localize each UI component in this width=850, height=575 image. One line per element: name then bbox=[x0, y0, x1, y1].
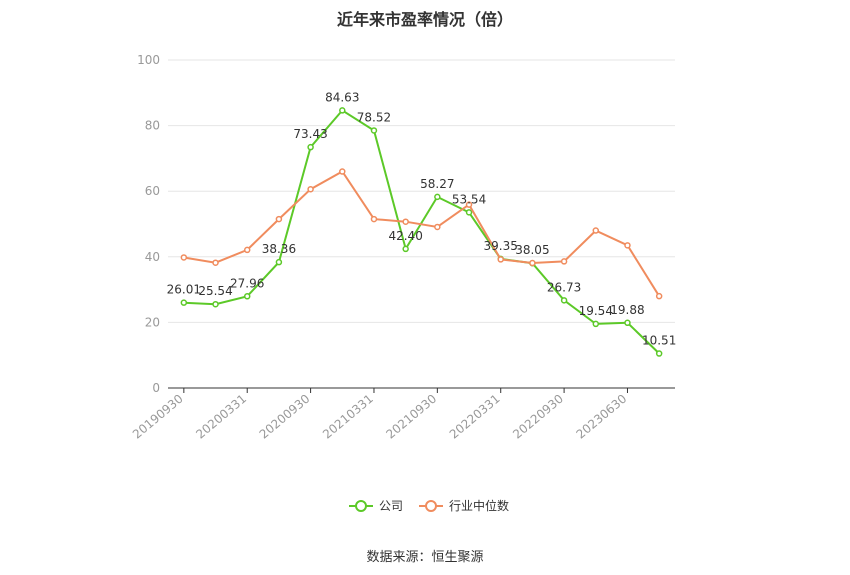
data-point bbox=[339, 168, 346, 175]
x-tick-label: 20210930 bbox=[383, 392, 439, 442]
y-tick-label: 0 bbox=[152, 381, 160, 395]
data-point bbox=[275, 215, 283, 223]
data-label: 42.40 bbox=[388, 229, 422, 243]
series-lines bbox=[180, 107, 663, 357]
data-point bbox=[370, 215, 378, 223]
data-point bbox=[370, 127, 378, 134]
data-label: 84.63 bbox=[325, 90, 359, 104]
legend[interactable]: 公司 行业中位数 bbox=[349, 498, 509, 513]
data-label: 38.05 bbox=[515, 243, 549, 257]
data-label: 26.01 bbox=[167, 283, 201, 297]
data-point bbox=[560, 297, 568, 304]
data-label: 25.54 bbox=[198, 284, 232, 298]
data-point bbox=[434, 193, 441, 201]
y-tick-label: 100 bbox=[137, 53, 160, 67]
data-point bbox=[212, 259, 219, 266]
data-label: 73.43 bbox=[293, 127, 327, 141]
series-line-0 bbox=[183, 109, 660, 355]
y-tick-label: 80 bbox=[145, 119, 160, 133]
data-label: 53.54 bbox=[452, 192, 486, 206]
data-point bbox=[339, 107, 346, 114]
data-label: 27.96 bbox=[230, 276, 264, 290]
data-point bbox=[497, 256, 504, 263]
data-point bbox=[402, 218, 409, 225]
data-label: 19.54 bbox=[579, 304, 613, 318]
y-tick-label: 20 bbox=[145, 315, 160, 329]
data-label: 58.27 bbox=[420, 177, 454, 191]
data-label: 26.73 bbox=[547, 280, 581, 294]
y-tick-label: 40 bbox=[145, 250, 160, 264]
data-point bbox=[243, 246, 251, 254]
legend-label: 公司 bbox=[379, 499, 403, 513]
data-point bbox=[529, 259, 536, 267]
data-point bbox=[307, 143, 314, 151]
data-point bbox=[624, 242, 631, 249]
data-point bbox=[465, 209, 473, 216]
y-tick-label: 60 bbox=[145, 184, 160, 198]
data-point bbox=[592, 320, 600, 328]
data-point bbox=[560, 258, 568, 265]
x-tick-label: 20200930 bbox=[257, 392, 313, 442]
legend-marker bbox=[425, 500, 437, 512]
data-label: 19.88 bbox=[610, 303, 644, 317]
x-tick-label: 20220331 bbox=[447, 392, 503, 442]
data-point bbox=[465, 201, 473, 208]
legend-marker bbox=[355, 500, 367, 512]
data-point bbox=[655, 350, 663, 357]
data-point bbox=[402, 245, 409, 253]
source-note: 数据来源：恒生聚源 bbox=[366, 550, 484, 565]
data-label: 38.36 bbox=[262, 242, 296, 256]
data-label: 39.35 bbox=[484, 239, 518, 253]
x-tick-label: 20210331 bbox=[320, 392, 376, 442]
data-point bbox=[655, 292, 663, 300]
data-point bbox=[180, 299, 188, 306]
x-tick-label: 20230630 bbox=[574, 392, 630, 442]
data-label: 78.52 bbox=[357, 110, 391, 124]
data-label: 10.51 bbox=[642, 334, 676, 348]
data-point bbox=[592, 227, 600, 234]
x-tick-label: 20190930 bbox=[130, 392, 186, 442]
legend-label: 行业中位数 bbox=[449, 498, 509, 513]
x-tick-label: 20220930 bbox=[510, 392, 566, 442]
data-point bbox=[307, 185, 314, 193]
data-point bbox=[243, 293, 251, 300]
chart-title: 近年来市盈率情况（倍） bbox=[336, 10, 513, 29]
x-tick-label: 20200331 bbox=[193, 392, 249, 442]
data-point bbox=[624, 319, 631, 327]
grid-lines bbox=[168, 59, 675, 323]
data-point bbox=[212, 300, 219, 308]
series-line-1 bbox=[183, 170, 661, 297]
data-point bbox=[180, 254, 188, 261]
data-point bbox=[275, 258, 283, 266]
data-point bbox=[434, 223, 441, 231]
